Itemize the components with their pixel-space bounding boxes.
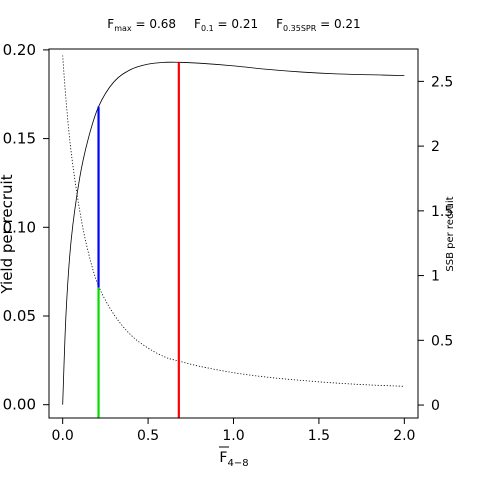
x-label-base: F	[219, 450, 227, 466]
y-left-tick-label: 0.20	[3, 41, 36, 59]
reference-lines-layer	[97, 62, 180, 418]
y-left-tick-label: 0.15	[3, 130, 36, 148]
title-f01-value: = 0.21	[214, 17, 258, 31]
plot-frame	[48, 48, 419, 419]
y-left-tick-label: 0.05	[3, 307, 36, 325]
title-fspr-sub: 0.35SPR	[283, 24, 317, 33]
yield-per-recruit-curve	[62, 61, 405, 405]
title-fmax-base: F	[107, 17, 114, 31]
x-axis-label: F4−8	[219, 450, 248, 469]
x-axis: 0.0 0.5 1.0 1.5 2.0	[52, 418, 415, 444]
title-fspr-value: = 0.21	[316, 17, 360, 31]
y-left-tick-label: 0.10	[3, 218, 36, 236]
y-right-tick-label: 2	[431, 139, 440, 155]
x-label-sub: 4−8	[227, 458, 248, 469]
title-f01-base: F	[194, 17, 201, 31]
y-right-tick-label: 0	[431, 398, 440, 414]
x-tick-label: 0.5	[137, 428, 159, 444]
series-layer	[62, 55, 405, 405]
x-tick-label: 2.0	[393, 428, 415, 444]
title-fmax-sub: max	[114, 24, 132, 33]
title-fmax-value: = 0.68	[132, 17, 176, 31]
y-right-tick-label: 0.5	[431, 333, 453, 349]
y-right-tick-label: 1.5	[431, 204, 453, 220]
y-right-axis-label: SSB per recruit	[445, 196, 456, 271]
title-fspr-base: F	[276, 17, 283, 31]
y-axis-left: 0.00 0.05 0.10 0.15 0.20	[3, 41, 49, 414]
y-left-tick-label: 0.00	[3, 396, 36, 414]
x-tick-label: 1.0	[222, 428, 244, 444]
y-left-axis-label: Yield per recruit	[0, 174, 16, 294]
x-tick-label: 1.5	[308, 428, 330, 444]
title-f01-sub: 0.1	[201, 24, 214, 33]
ssb-per-recruit-curve	[62, 55, 405, 387]
x-tick-label: 0.0	[52, 428, 74, 444]
y-axis-right: 0 0.5 1 1.5 2 2.5	[418, 74, 453, 414]
y-right-tick-label: 1	[431, 269, 440, 285]
chart-title: Fmax = 0.68 F0.1 = 0.21 F0.35SPR = 0.21	[107, 17, 360, 33]
y-right-tick-label: 2.5	[431, 74, 453, 90]
